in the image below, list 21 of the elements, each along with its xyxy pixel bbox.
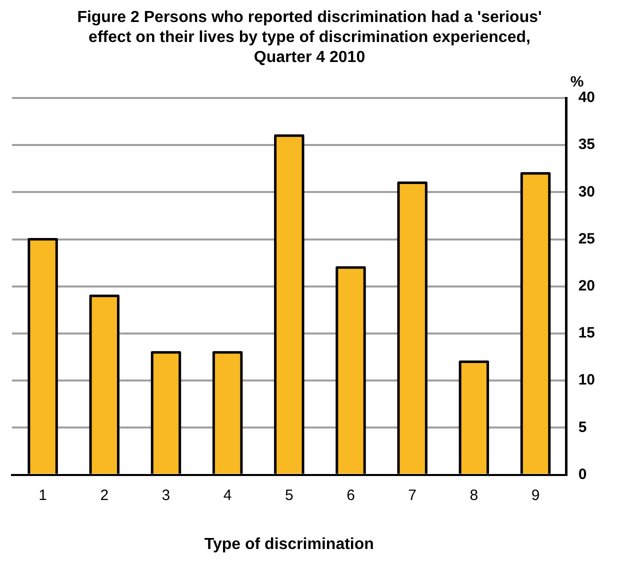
y-tick-label: 30 [578, 183, 596, 200]
y-tick-label: 25 [578, 230, 596, 248]
y-tick-label: 15 [578, 324, 596, 342]
chart-title: Figure 2 Persons who reported discrimination had a 'serious' effect on their lives by type of discrimination experienced, Quarter 4 2010 [76, 8, 543, 68]
y-tick-label: 40 [578, 89, 596, 106]
y-tick-label: 10 [578, 372, 596, 389]
x-tick-label: 4 [223, 486, 232, 504]
x-tick-label: 7 [408, 486, 417, 504]
x-tick-label: 5 [284, 486, 294, 504]
x-tick-label: 3 [162, 486, 170, 504]
x-tick-label: 8 [470, 486, 478, 504]
x-tick-label: 2 [100, 486, 109, 504]
y-tick-label: 20 [578, 278, 596, 295]
y-tick-label: 35 [578, 136, 596, 154]
x-tick-label: 9 [531, 486, 540, 504]
x-axis-title: Type of discrimination [204, 536, 374, 553]
y-tick-label: 5 [578, 418, 587, 436]
y-tick-label: 0 [578, 466, 587, 483]
x-tick-label: 1 [38, 486, 47, 504]
y-axis-title: % [570, 74, 584, 91]
x-tick-label: 6 [346, 486, 355, 504]
